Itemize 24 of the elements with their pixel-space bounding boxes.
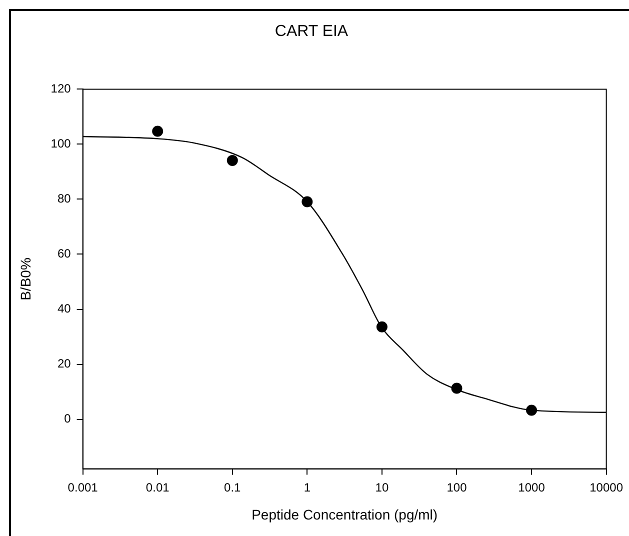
point (526, 404, 538, 416)
y-tick-label: 0 (64, 412, 72, 426)
point (376, 321, 388, 332)
point (226, 154, 238, 166)
point (152, 126, 164, 137)
point (451, 382, 462, 394)
y-tick-label: 120 (50, 82, 72, 96)
y-tick-label: 60 (57, 246, 72, 261)
x-tick-label: 10000 (590, 480, 624, 494)
y-tick-label: 40 (57, 302, 72, 316)
x-tick-label: 10 (375, 480, 389, 494)
y-tick-label: 20 (57, 356, 72, 371)
y-tick-label: 80 (57, 192, 72, 206)
x-tick-label: 0.01 (146, 480, 170, 494)
x-axis-title: Peptide Concentration (pg/ml) (252, 506, 438, 522)
chart-title: CART EIA (274, 23, 348, 40)
y-axis-title: B/B0% (17, 258, 34, 300)
x-tick-label: 100 (446, 480, 468, 494)
x-tick-label: 1 (304, 480, 311, 494)
x-tick-label: 0.001 (68, 480, 98, 494)
y-tick-label: 100 (50, 136, 72, 151)
point (302, 196, 313, 208)
x-tick-label: 0.1 (224, 480, 242, 494)
x-tick-label: 1000 (518, 480, 546, 494)
